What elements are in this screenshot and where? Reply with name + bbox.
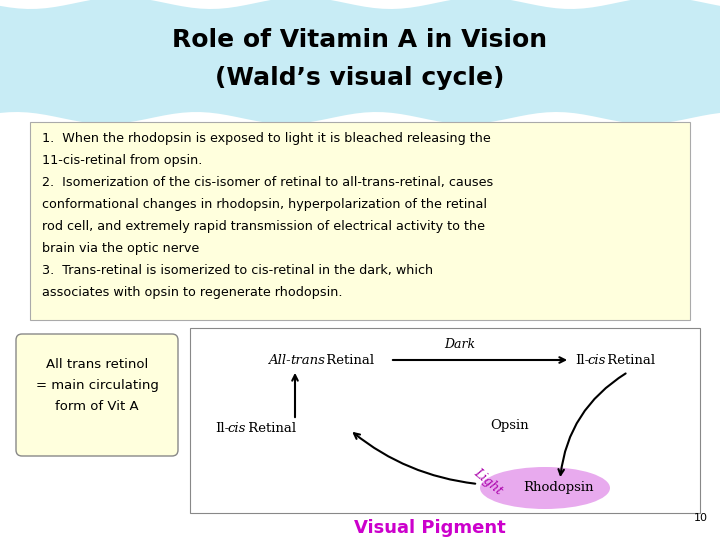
Text: Opsin: Opsin: [491, 418, 529, 431]
Text: cis: cis: [227, 422, 246, 435]
Text: Retinal: Retinal: [603, 354, 655, 367]
FancyBboxPatch shape: [190, 328, 700, 513]
Text: Retinal: Retinal: [322, 354, 374, 367]
Text: Role of Vitamin A in Vision: Role of Vitamin A in Vision: [172, 28, 548, 52]
Text: Rhodopsin: Rhodopsin: [523, 482, 593, 495]
Text: associates with opsin to regenerate rhodopsin.: associates with opsin to regenerate rhod…: [42, 286, 343, 299]
Text: Visual Pigment: Visual Pigment: [354, 519, 506, 537]
FancyBboxPatch shape: [16, 334, 178, 456]
Text: = main circulating: = main circulating: [35, 380, 158, 393]
Text: All-: All-: [268, 354, 291, 367]
Text: conformational changes in rhodopsin, hyperpolarization of the retinal: conformational changes in rhodopsin, hyp…: [42, 198, 487, 211]
Text: 1.  When the rhodopsin is exposed to light it is bleached releasing the: 1. When the rhodopsin is exposed to ligh…: [42, 132, 491, 145]
FancyBboxPatch shape: [30, 122, 690, 320]
Text: rod cell, and extremely rapid transmission of electrical activity to the: rod cell, and extremely rapid transmissi…: [42, 220, 485, 233]
Text: Retinal: Retinal: [244, 422, 296, 435]
Ellipse shape: [480, 467, 610, 509]
Text: brain via the optic nerve: brain via the optic nerve: [42, 242, 199, 255]
Text: form of Vit A: form of Vit A: [55, 401, 139, 414]
Text: All trans retinol: All trans retinol: [46, 359, 148, 372]
Text: Il-: Il-: [215, 422, 229, 435]
Text: trans: trans: [290, 354, 325, 367]
Text: 3.  Trans-retinal is isomerized to cis-retinal in the dark, which: 3. Trans-retinal is isomerized to cis-re…: [42, 264, 433, 277]
Text: 10: 10: [694, 513, 708, 523]
Text: Il-: Il-: [575, 354, 589, 367]
Text: Dark: Dark: [444, 338, 476, 351]
Text: Light: Light: [471, 467, 505, 498]
Text: 2.  Isomerization of the cis-isomer of retinal to all-trans-retinal, causes: 2. Isomerization of the cis-isomer of re…: [42, 176, 493, 189]
Text: (Wald’s visual cycle): (Wald’s visual cycle): [215, 66, 505, 90]
PathPatch shape: [0, 0, 720, 124]
Text: 11-cis-retinal from opsin.: 11-cis-retinal from opsin.: [42, 154, 202, 167]
Text: cis: cis: [587, 354, 606, 367]
